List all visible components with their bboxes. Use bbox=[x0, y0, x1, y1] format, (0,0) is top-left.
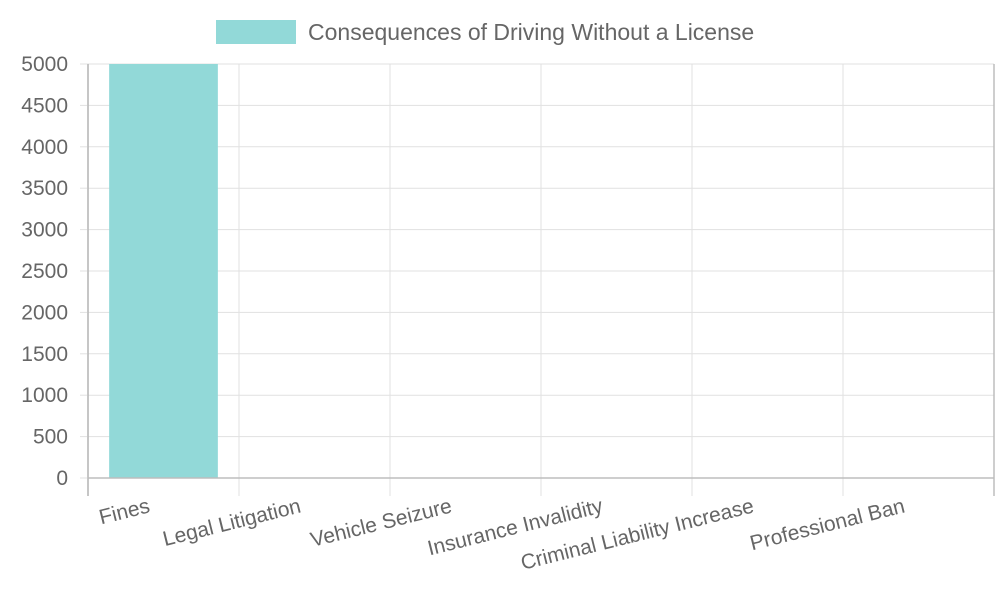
x-tick-label: Legal Litigation bbox=[161, 495, 304, 551]
legend[interactable]: Consequences of Driving Without a Licens… bbox=[216, 19, 754, 45]
y-tick-label: 3500 bbox=[21, 177, 68, 200]
y-tick-label: 4500 bbox=[21, 94, 68, 117]
y-tick-label: 1000 bbox=[21, 384, 68, 407]
legend-swatch bbox=[216, 20, 296, 44]
y-tick-label: 500 bbox=[33, 426, 68, 449]
legend-label: Consequences of Driving Without a Licens… bbox=[308, 19, 754, 45]
y-tick-label: 2000 bbox=[21, 301, 68, 324]
grid bbox=[87, 63, 995, 496]
y-tick-label: 2500 bbox=[21, 260, 68, 283]
x-tick-label: Fines bbox=[97, 495, 152, 530]
x-axis-ticks: Fines Legal Litigation Vehicle SeizureInsu… bbox=[97, 494, 907, 574]
y-tick-label: 3000 bbox=[21, 219, 68, 242]
y-tick-label: 4000 bbox=[21, 136, 68, 159]
x-tick-label: Professional Ban bbox=[748, 495, 908, 556]
axes bbox=[87, 64, 994, 496]
y-tick-label: 5000 bbox=[21, 53, 68, 76]
y-tick-label: 0 bbox=[56, 467, 68, 490]
bar[interactable] bbox=[109, 64, 218, 478]
y-tick-label: 1500 bbox=[21, 343, 68, 366]
y-axis-ticks: 0 500 1000 1500 2000 2500 3000 3500 4000 4500 5000 bbox=[21, 53, 88, 490]
bars bbox=[109, 64, 218, 478]
